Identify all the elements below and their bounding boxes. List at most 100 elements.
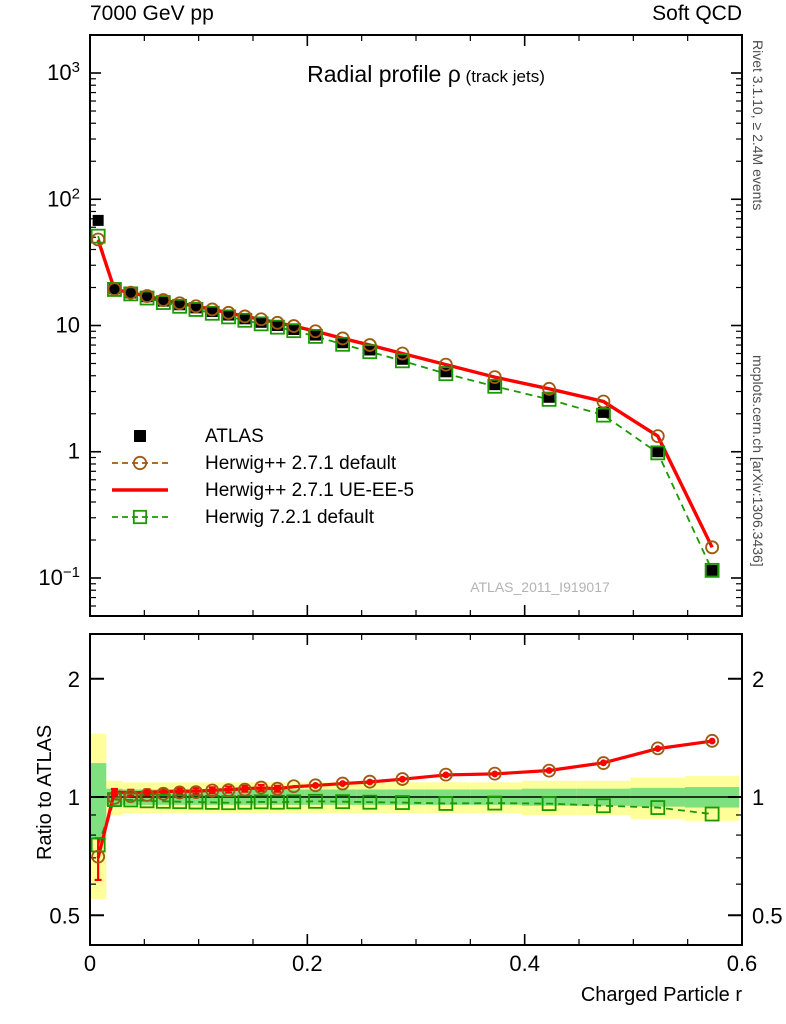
ratio-herwig721-marker (286, 794, 302, 810)
main-data-marker (239, 313, 251, 325)
main-data-marker (597, 406, 609, 418)
ratio-ueee5-marker (442, 771, 450, 779)
main-herwig721-marker (286, 323, 302, 339)
main-herwig721-marker (270, 319, 285, 335)
main-data-marker (125, 287, 137, 299)
ratio-herwigpp-marker (362, 774, 377, 789)
ratio-ueee5-marker (143, 788, 151, 796)
main-herwig721-marker (335, 336, 351, 352)
main-data-marker (157, 295, 169, 307)
ratio-ytick-label-right: 2 (752, 667, 764, 692)
xtick-label: 0.2 (292, 951, 323, 976)
main-data-marker (543, 391, 555, 403)
xtick-label: 0 (84, 951, 96, 976)
main-ytick-label: 1 (68, 439, 80, 464)
main-ytick-label: 10−1 (38, 564, 80, 590)
ratio-herwig721-marker (487, 795, 503, 811)
main-herwig721-marker (188, 302, 204, 317)
main-herwigpp-marker (254, 312, 269, 327)
main-herwigpp-marker (542, 381, 557, 396)
main-herwigpp-marker (705, 540, 720, 555)
ratio-herwigpp-marker (438, 767, 453, 782)
legend-marker (132, 509, 148, 525)
ratio-ytick-label: 2 (68, 667, 80, 692)
ratio-ueee5-marker (241, 785, 249, 793)
ratio-herwig721-marker (541, 796, 557, 812)
ratio-herwigpp-marker (542, 763, 557, 778)
main-data-marker (174, 299, 186, 311)
legend-label-0: ATLAS (205, 426, 264, 447)
main-herwigpp-marker (362, 338, 377, 352)
main-data-marker (652, 446, 664, 458)
ratio-herwigpp-marker (91, 849, 106, 864)
ratio-herwig721-marker (395, 795, 410, 810)
ratio-ueee5-marker (111, 788, 118, 796)
main-herwigpp-marker (487, 370, 502, 385)
main-data-marker (223, 309, 235, 321)
main-herwigpp-marker (156, 293, 171, 307)
main-data-marker (206, 306, 218, 318)
ratio-herwigpp-marker (205, 783, 220, 798)
legend-label-2: Herwig++ 2.7.1 UE-EE-5 (205, 480, 414, 501)
legend-marker (132, 455, 148, 471)
ratio-herwig721-marker (596, 798, 611, 814)
ratio-herwig721-marker (438, 796, 454, 811)
ratio-ueee5-marker (545, 767, 553, 774)
main-herwigpp-marker (395, 346, 410, 361)
main-herwig721-marker (237, 312, 253, 328)
legend-label-1: Herwig++ 2.7.1 default (205, 453, 397, 474)
ratio-herwig721-marker (362, 794, 378, 810)
ratio-ueee5-marker (491, 770, 499, 778)
ratio-herwigpp-marker (395, 772, 410, 786)
main-herwig721-marker (438, 366, 454, 382)
main-series-line (97, 235, 713, 571)
main-herwigpp-marker (107, 282, 122, 297)
main-data-marker (337, 337, 349, 349)
main-herwig721-marker (704, 562, 720, 578)
header-right: Soft QCD (652, 2, 742, 25)
ratio-herwigpp-marker (650, 741, 665, 756)
main-data-marker (92, 214, 104, 226)
main-herwig721-marker (221, 309, 236, 325)
main-herwigpp-marker (335, 331, 350, 346)
ratio-herwigpp-marker (705, 733, 720, 748)
main-herwigpp-marker (237, 309, 252, 324)
ratio-herwig721-marker (155, 793, 171, 809)
main-data-marker (706, 564, 718, 576)
ratio-ueee5-marker (312, 782, 319, 789)
main-data-marker (288, 323, 300, 335)
main-herwigpp-marker (140, 289, 154, 303)
ratio-herwig721-marker (270, 794, 285, 810)
ratio-ytick-label: 0.5 (49, 903, 80, 928)
ratio-ueee5-marker (176, 787, 184, 795)
ratio-ueee5-marker (399, 775, 406, 783)
main-herwigpp-marker (650, 429, 665, 444)
ratio-herwigpp-marker (286, 779, 301, 794)
ratio-herwig721-marker (650, 800, 666, 815)
main-herwigpp-marker (286, 319, 301, 333)
main-herwig721-marker (596, 407, 611, 423)
ratio-ueee5-marker (208, 786, 216, 794)
ratio-herwigpp-marker (237, 782, 252, 797)
ratio-herwig721-marker (308, 793, 323, 809)
main-herwigpp-marker (205, 302, 220, 317)
xtick-label: 0.6 (727, 951, 758, 976)
ratio-herwig721-marker (704, 806, 720, 822)
main-herwigpp-marker (189, 299, 203, 314)
main-herwig721-marker (204, 305, 220, 321)
main-panel-frame (89, 34, 743, 617)
main-ytick-label: 10 (56, 313, 80, 338)
main-data-marker (141, 291, 153, 303)
ratio-ueee5-marker (654, 745, 662, 753)
ratio-ueee5-marker (274, 785, 281, 793)
main-data-marker (255, 316, 267, 328)
main-herwigpp-marker (596, 394, 611, 409)
main-data-marker (489, 379, 501, 391)
xaxis-label: Charged Particle r (580, 984, 742, 1006)
ratio-herwigpp-marker (487, 766, 502, 781)
main-herwig721-marker (487, 378, 503, 394)
main-herwigpp-marker (270, 315, 285, 330)
ratio-ueee5-marker (339, 780, 347, 787)
